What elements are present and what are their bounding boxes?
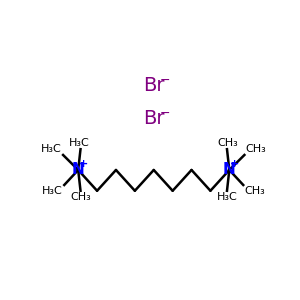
Text: H₃C: H₃C	[42, 186, 63, 196]
Text: CH₃: CH₃	[218, 138, 238, 148]
Text: H₃C: H₃C	[217, 192, 237, 202]
Text: Br: Br	[143, 109, 164, 128]
Text: −: −	[160, 106, 170, 119]
Text: +: +	[79, 158, 88, 169]
Text: Br: Br	[143, 76, 164, 95]
Text: −: −	[160, 74, 170, 87]
Text: N: N	[72, 163, 85, 178]
Text: CH₃: CH₃	[70, 192, 91, 202]
Text: H₃C: H₃C	[41, 144, 62, 154]
Text: H₃C: H₃C	[69, 138, 90, 148]
Text: CH₃: CH₃	[244, 186, 265, 196]
Text: N: N	[223, 163, 236, 178]
Text: CH₃: CH₃	[246, 144, 266, 154]
Text: +: +	[230, 158, 239, 169]
